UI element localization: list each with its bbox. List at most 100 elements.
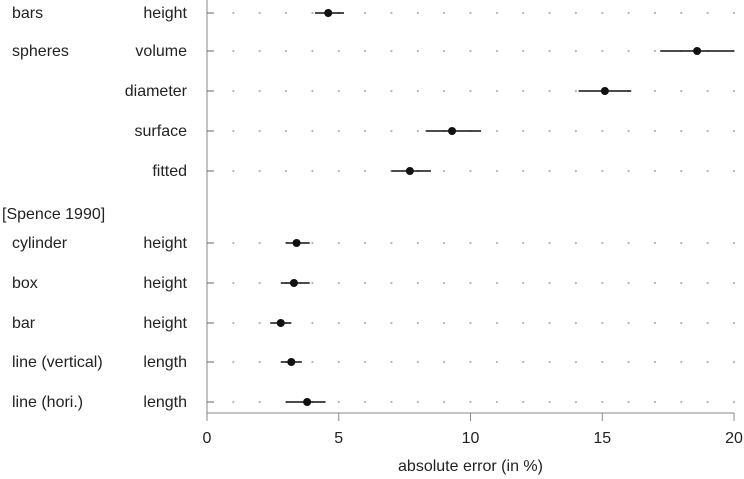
row-measure-label: height (143, 235, 187, 252)
grid-dot (680, 169, 683, 173)
grid-dot (601, 169, 604, 173)
grid-dot (495, 11, 498, 15)
grid-dot (311, 129, 314, 133)
row-measure-label: length (143, 394, 187, 411)
grid-dot (522, 360, 525, 364)
grid-dot (390, 129, 393, 133)
grid-dot (232, 129, 235, 133)
row-measure-label: fitted (152, 163, 187, 180)
grid-dot (469, 89, 472, 93)
grid-dot (337, 321, 340, 325)
grid-dot (574, 89, 578, 93)
data-marks (270, 9, 734, 406)
grid-dot (311, 89, 314, 93)
grid-dot (416, 241, 419, 245)
grid-dot (627, 400, 630, 404)
grid-dot (284, 11, 288, 15)
grid-dot (574, 281, 578, 285)
grid-dot (311, 241, 314, 245)
grid-dot (390, 400, 393, 404)
grid-dot (311, 321, 314, 325)
grid-dot (258, 321, 261, 325)
row-group-label: line (vertical) (12, 354, 103, 371)
grid-dot (364, 169, 367, 173)
grid-dot (232, 321, 235, 325)
grid-dot (469, 241, 472, 245)
grid-dot (337, 49, 340, 53)
grid-dot (337, 129, 340, 133)
grid-dot (706, 241, 709, 245)
grid-dot (495, 169, 498, 173)
grid-dot (680, 241, 683, 245)
grid-dot (732, 129, 736, 133)
grid-dot (443, 89, 446, 93)
grid-dot (495, 400, 498, 404)
grid-dot (469, 11, 472, 15)
grid-dot (443, 169, 446, 173)
x-tick-label: 20 (725, 430, 743, 447)
grid-dot (627, 241, 630, 245)
grid-dot (522, 49, 525, 53)
data-point (405, 167, 414, 175)
grid-dot (364, 241, 367, 245)
grid-dot (258, 169, 261, 173)
grid-dot (364, 400, 367, 404)
grid-dot (706, 89, 709, 93)
row-measure-label: volume (135, 43, 187, 60)
grid-dot (627, 281, 630, 285)
grid-dot (601, 321, 604, 325)
grid-dot (653, 281, 657, 285)
grid-dot (732, 360, 736, 364)
grid-dot (653, 321, 657, 325)
grid-dot (680, 129, 683, 133)
grid-dot (258, 49, 261, 53)
grid-dot (416, 49, 419, 53)
row-group-label: cylinder (12, 235, 68, 252)
grid-dot (364, 360, 367, 364)
grid-dot (680, 360, 683, 364)
grid-dot (311, 49, 314, 53)
grid-dot (522, 241, 525, 245)
grid-dot (311, 360, 314, 364)
grid-dot (522, 11, 525, 15)
x-axis-label: absolute error (in %) (398, 458, 543, 475)
grid-dot (495, 360, 498, 364)
grid-dot (469, 321, 472, 325)
row-measure-label: height (143, 275, 187, 292)
grid-dot (390, 360, 393, 364)
x-tick-labels: 0 5 10 15 20 (203, 413, 743, 447)
grid-dot (495, 49, 498, 53)
grid-dot (653, 400, 657, 404)
grid-dot (548, 49, 551, 53)
grid-dot (311, 169, 314, 173)
grid-dot (548, 169, 551, 173)
grid-dot (416, 89, 419, 93)
grid-dot (653, 11, 657, 15)
data-point (600, 87, 609, 95)
grid-dot (416, 321, 419, 325)
grid-dot (258, 241, 261, 245)
grid-dot (601, 281, 604, 285)
grid-dot (469, 169, 472, 173)
grid-dot (311, 11, 314, 15)
grid-dot (653, 169, 657, 173)
grid-dot (706, 281, 709, 285)
grid-dot (601, 11, 604, 15)
data-point (287, 358, 296, 366)
grid-dot (522, 169, 525, 173)
grid-dot (390, 89, 393, 93)
grid-dot (364, 49, 367, 53)
data-point (292, 239, 301, 247)
grid-dot (680, 11, 683, 15)
grid-dot (601, 129, 604, 133)
grid-dot (627, 129, 630, 133)
grid-dot (601, 49, 604, 53)
grid-dot (258, 360, 261, 364)
grid-dot (443, 11, 446, 15)
grid-dot (627, 49, 630, 53)
row-measure-label: length (143, 354, 187, 371)
grid-dot (443, 241, 446, 245)
grid-dot (443, 49, 446, 53)
grid-dot (601, 400, 604, 404)
grid-dot (732, 321, 736, 325)
